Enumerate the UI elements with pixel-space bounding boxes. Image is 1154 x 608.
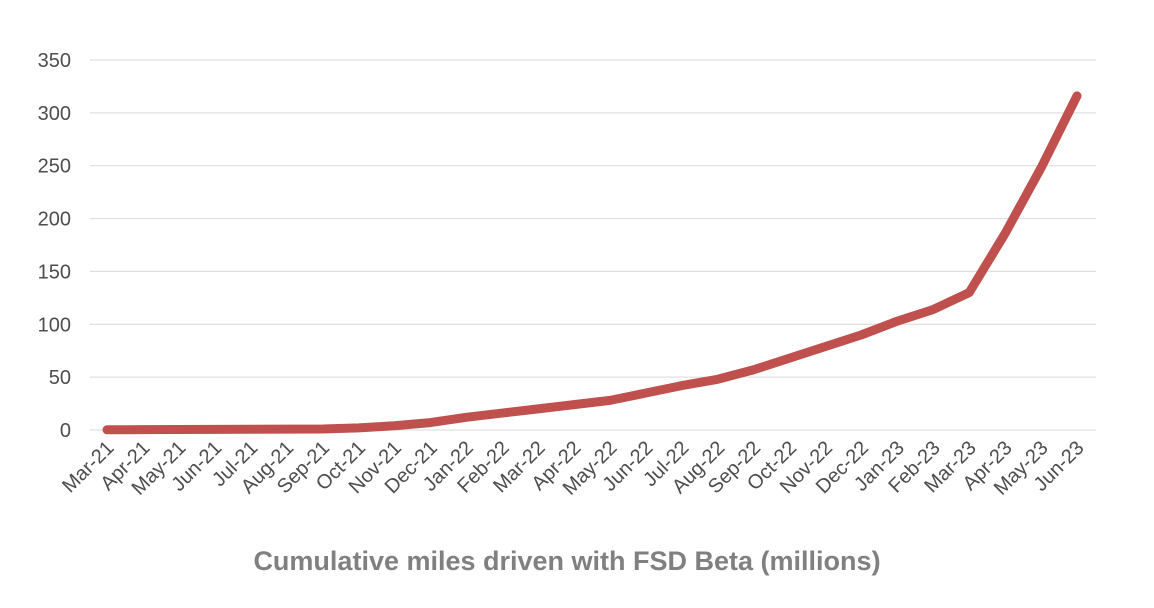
y-tick-label: 200 — [38, 209, 71, 231]
series-lines — [102, 91, 1082, 435]
y-tick-label: 250 — [38, 156, 71, 178]
series-line-0 — [102, 91, 1082, 435]
y-tick-label: 350 — [38, 50, 71, 72]
gridlines — [90, 59, 1096, 431]
y-axis-tick-labels: 0 50 100 150 200 250 300 350 — [38, 50, 71, 442]
y-tick-label: 100 — [38, 314, 71, 336]
y-tick-label: 150 — [38, 261, 71, 283]
y-tick-label: 50 — [49, 367, 71, 389]
y-tick-label: 0 — [60, 420, 71, 442]
y-tick-label: 300 — [38, 103, 71, 125]
x-axis-tick-labels: Mar-21Apr-21May-21Jun-21Jul-21Aug-21Sep-… — [58, 437, 1088, 500]
chart-title: Cumulative miles driven with FSD Beta (m… — [253, 546, 880, 576]
